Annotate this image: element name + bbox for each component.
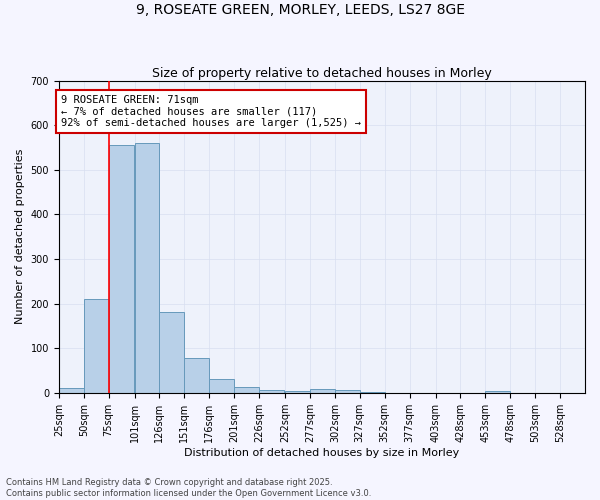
Bar [83, 299, 109, 392]
Bar [59, 388, 83, 392]
Bar [160, 312, 184, 392]
Bar [209, 380, 234, 392]
X-axis label: Distribution of detached houses by size in Morley: Distribution of detached houses by size … [184, 448, 460, 458]
Bar [109, 146, 134, 392]
Y-axis label: Number of detached properties: Number of detached properties [15, 149, 25, 324]
Text: 9, ROSEATE GREEN, MORLEY, LEEDS, LS27 8GE: 9, ROSEATE GREEN, MORLEY, LEEDS, LS27 8G… [136, 2, 464, 16]
Text: 9 ROSEATE GREEN: 71sqm
← 7% of detached houses are smaller (117)
92% of semi-det: 9 ROSEATE GREEN: 71sqm ← 7% of detached … [61, 95, 361, 128]
Bar [335, 390, 360, 392]
Title: Size of property relative to detached houses in Morley: Size of property relative to detached ho… [152, 66, 492, 80]
Bar [184, 358, 209, 392]
Bar [259, 390, 284, 392]
Bar [310, 389, 335, 392]
Bar [234, 388, 259, 392]
Bar [134, 143, 160, 392]
Text: Contains HM Land Registry data © Crown copyright and database right 2025.
Contai: Contains HM Land Registry data © Crown c… [6, 478, 371, 498]
